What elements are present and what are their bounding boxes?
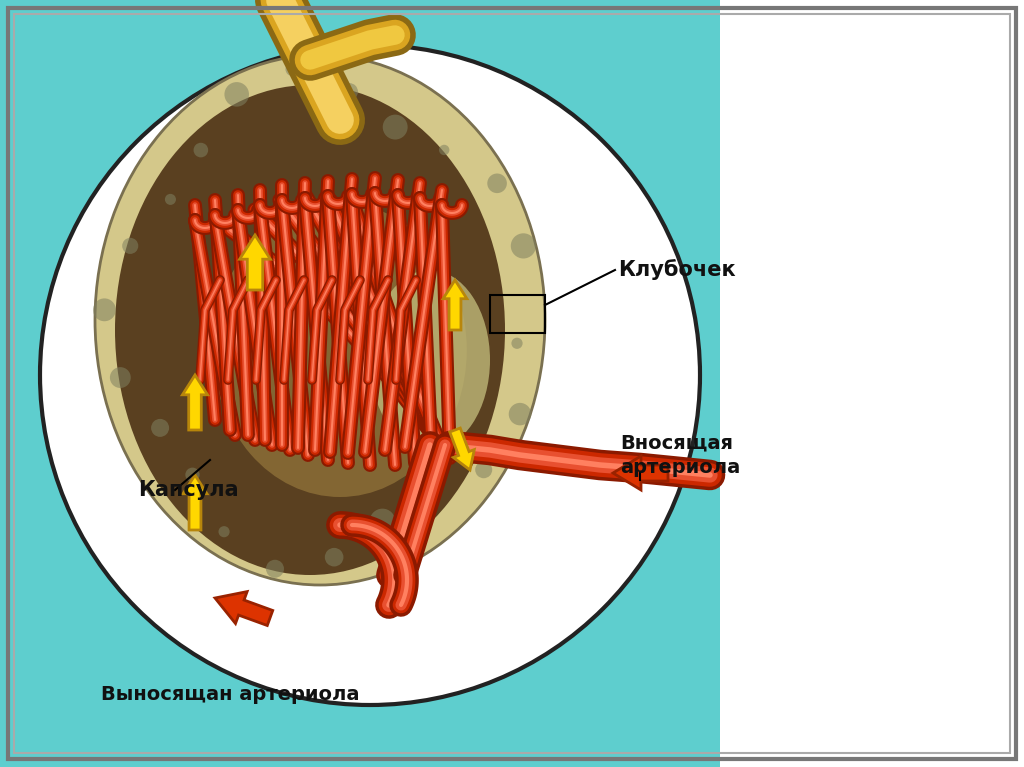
- Circle shape: [224, 82, 249, 107]
- FancyArrow shape: [182, 375, 208, 430]
- Circle shape: [419, 486, 440, 508]
- Circle shape: [511, 233, 536, 258]
- Circle shape: [370, 509, 395, 535]
- Text: Вносящая
артериола: Вносящая артериола: [620, 433, 740, 477]
- Circle shape: [325, 548, 343, 567]
- Circle shape: [110, 367, 131, 388]
- Circle shape: [383, 114, 408, 140]
- Circle shape: [40, 45, 700, 705]
- Circle shape: [122, 238, 138, 254]
- Bar: [490, 295, 545, 333]
- Text: Клубочек: Клубочек: [618, 259, 735, 281]
- FancyArrow shape: [450, 428, 474, 470]
- Circle shape: [194, 143, 208, 157]
- Circle shape: [266, 560, 284, 578]
- Circle shape: [185, 468, 200, 482]
- FancyArrow shape: [240, 235, 270, 290]
- Circle shape: [165, 194, 176, 205]
- Ellipse shape: [115, 85, 505, 575]
- Circle shape: [218, 526, 229, 537]
- Ellipse shape: [95, 55, 545, 585]
- Circle shape: [286, 63, 299, 76]
- Circle shape: [341, 83, 358, 100]
- Ellipse shape: [370, 270, 490, 450]
- FancyArrow shape: [613, 456, 668, 490]
- Bar: [720, 0, 1024, 767]
- FancyArrow shape: [183, 475, 207, 530]
- Circle shape: [475, 461, 493, 479]
- Circle shape: [509, 403, 531, 426]
- Ellipse shape: [213, 203, 467, 497]
- Text: Капсула: Капсула: [138, 480, 239, 500]
- Circle shape: [511, 337, 522, 349]
- Circle shape: [439, 145, 450, 155]
- FancyArrow shape: [215, 591, 272, 626]
- Text: Выносящан артериола: Выносящан артериола: [100, 685, 359, 704]
- Circle shape: [487, 173, 507, 193]
- Circle shape: [93, 298, 116, 321]
- FancyArrow shape: [443, 280, 467, 330]
- Circle shape: [152, 419, 169, 437]
